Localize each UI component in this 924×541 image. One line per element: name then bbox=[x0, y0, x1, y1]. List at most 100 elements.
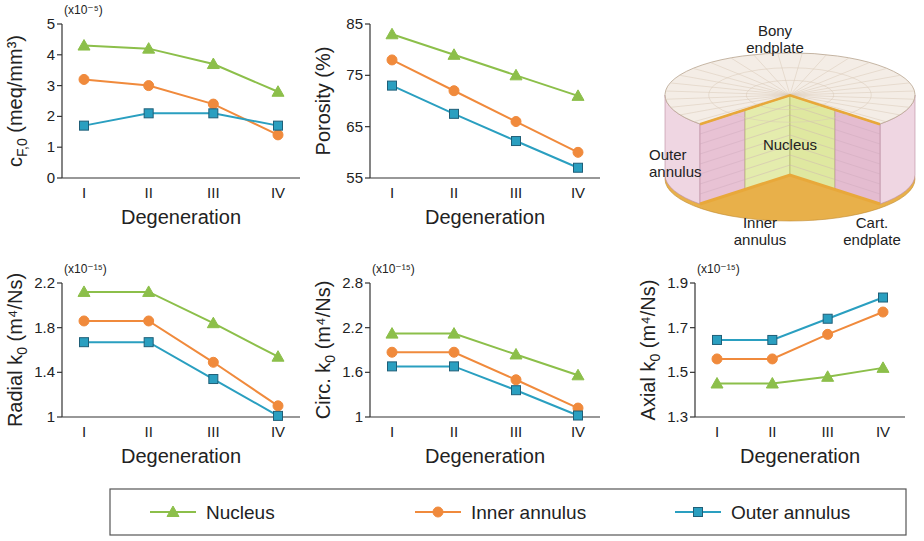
marker bbox=[767, 354, 777, 364]
y-tick-label: 2.8 bbox=[342, 274, 363, 291]
marker bbox=[711, 378, 723, 389]
x-axis bbox=[62, 177, 300, 178]
y-tick bbox=[365, 75, 370, 76]
y-axis-title: Radial k0 (m⁴/Ns) bbox=[4, 273, 30, 427]
x-tick-label: III bbox=[510, 423, 523, 440]
x-tick-label: IV bbox=[271, 423, 285, 440]
series-line bbox=[392, 34, 578, 96]
x-axis-title: Degeneration bbox=[121, 206, 241, 228]
legend-frame bbox=[110, 489, 906, 535]
marker bbox=[574, 163, 583, 172]
marker bbox=[768, 335, 777, 344]
y-tick bbox=[57, 282, 62, 283]
chart-panel: 11.62.22.8IIIIIIIVDegenerationCirc. k0 (… bbox=[312, 262, 600, 467]
series-line bbox=[84, 342, 278, 416]
chart-panel: 55657585IIIIIIIVDegenerationPorosity (%) bbox=[312, 15, 600, 228]
y-tick bbox=[690, 372, 695, 373]
y-axis bbox=[369, 283, 370, 417]
y-axis bbox=[61, 283, 62, 417]
axis-multiplier: (x10⁻⁵) bbox=[64, 3, 103, 17]
y-axis-title-part: (m⁴/Ns) bbox=[312, 281, 334, 355]
x-tick-label: I bbox=[715, 423, 719, 440]
diagram-label-line: Cart. bbox=[856, 214, 889, 231]
y-tick bbox=[57, 372, 62, 373]
plot-area bbox=[711, 293, 889, 388]
x-axis bbox=[695, 416, 905, 417]
marker bbox=[511, 117, 521, 127]
axis-multiplier: (x10⁻¹⁵) bbox=[697, 262, 740, 276]
y-axis-title-part: Circ. k bbox=[312, 362, 334, 420]
y-tick bbox=[57, 54, 62, 55]
marker bbox=[274, 411, 283, 420]
y-tick-label: 1.9 bbox=[667, 274, 688, 291]
y-tick-label: 1.4 bbox=[34, 363, 55, 380]
y-axis bbox=[694, 283, 695, 417]
y-axis bbox=[369, 24, 370, 178]
y-axis-title-part: (meq/mm³) bbox=[4, 35, 26, 138]
y-axis-title-part: (m⁴/Ns) bbox=[4, 273, 26, 347]
marker bbox=[80, 338, 89, 347]
y-axis-title-part: 0 bbox=[647, 354, 663, 362]
marker bbox=[574, 411, 583, 420]
y-tick-label: 1.5 bbox=[667, 363, 688, 380]
x-axis bbox=[370, 177, 600, 178]
chart-panel: 012345IIIIIIIVDegenerationcF,0 (meq/mm³)… bbox=[4, 3, 300, 228]
y-tick bbox=[365, 282, 370, 283]
marker bbox=[272, 351, 284, 362]
x-tick-label: III bbox=[207, 423, 220, 440]
marker bbox=[209, 109, 218, 118]
series-line bbox=[84, 113, 278, 125]
marker bbox=[823, 314, 832, 323]
marker bbox=[79, 74, 89, 84]
diagram-label-line: endplate bbox=[746, 39, 804, 56]
y-axis bbox=[61, 24, 62, 178]
figure: BonyendplateNucleusOuterannulusInnerannu… bbox=[0, 0, 924, 541]
y-tick bbox=[365, 416, 370, 417]
marker bbox=[79, 316, 89, 326]
marker bbox=[274, 121, 283, 130]
x-tick-label: II bbox=[450, 423, 458, 440]
disc-diagram: BonyendplateNucleusOuterannulusInnerannu… bbox=[649, 22, 915, 248]
series-line bbox=[717, 368, 883, 384]
x-tick-label: IV bbox=[876, 423, 890, 440]
legend-label: Inner annulus bbox=[471, 502, 586, 523]
y-tick-label: 2.2 bbox=[342, 319, 363, 336]
x-tick-label: I bbox=[82, 423, 86, 440]
x-axis-title: Degeneration bbox=[740, 445, 860, 467]
x-tick-label: IV bbox=[271, 184, 285, 201]
x-tick-label: I bbox=[82, 184, 86, 201]
marker bbox=[78, 286, 90, 297]
x-tick-label: III bbox=[821, 423, 834, 440]
diagram-label-line: Bony bbox=[758, 22, 793, 39]
marker bbox=[712, 354, 722, 364]
marker bbox=[713, 335, 722, 344]
y-tick-label: 55 bbox=[346, 169, 363, 186]
legend-marker bbox=[694, 508, 703, 517]
legend-marker bbox=[433, 507, 443, 517]
marker bbox=[450, 109, 459, 118]
endplate-stripe bbox=[700, 175, 880, 204]
annulus-face bbox=[700, 110, 745, 204]
legend-label: Outer annulus bbox=[731, 502, 850, 523]
marker bbox=[448, 49, 460, 60]
marker bbox=[386, 328, 398, 339]
y-tick bbox=[365, 126, 370, 127]
mesh-line bbox=[731, 58, 790, 95]
x-tick-label: I bbox=[390, 423, 394, 440]
y-tick-label: 5 bbox=[47, 15, 55, 32]
y-axis-title-part: 0 bbox=[14, 347, 30, 355]
marker bbox=[511, 375, 521, 385]
marker bbox=[272, 86, 284, 97]
x-axis-title: Degeneration bbox=[425, 206, 545, 228]
y-tick bbox=[57, 327, 62, 328]
legend-marker bbox=[167, 506, 179, 517]
marker bbox=[572, 369, 584, 380]
y-tick-label: 3 bbox=[47, 77, 55, 94]
series-line bbox=[392, 60, 578, 152]
series-line bbox=[84, 321, 278, 406]
x-tick-label: II bbox=[768, 423, 776, 440]
marker bbox=[388, 362, 397, 371]
mesh-line bbox=[790, 63, 869, 95]
y-tick bbox=[690, 282, 695, 283]
plot-area bbox=[78, 286, 284, 420]
